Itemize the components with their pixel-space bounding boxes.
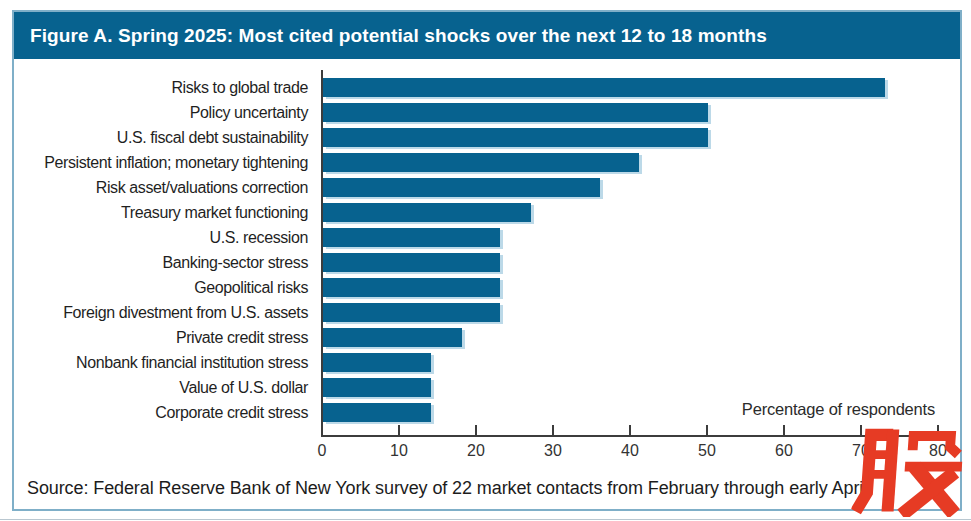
x-tick-mark	[398, 425, 400, 435]
x-tick-label: 50	[698, 442, 716, 460]
x-axis-title: Percentage of respondents	[742, 400, 935, 419]
x-tick-mark	[321, 425, 323, 435]
bar-track	[323, 200, 960, 225]
category-label: Foreign divestment from U.S. assets	[14, 300, 323, 325]
bar-rows: Risks to global tradePolicy uncertaintyU…	[14, 75, 960, 425]
figure-title: Figure A. Spring 2025: Most cited potent…	[30, 25, 767, 47]
x-tick-label: 20	[467, 442, 485, 460]
x-tick-label: 0	[318, 442, 327, 460]
x-tick-mark	[783, 425, 785, 435]
x-tick-mark	[475, 425, 477, 435]
x-tick-label: 10	[390, 442, 408, 460]
bar-track	[323, 125, 960, 150]
bar	[323, 378, 431, 397]
bar	[323, 103, 708, 122]
bar-track	[323, 375, 960, 400]
bar-track	[323, 325, 960, 350]
bar	[323, 328, 462, 347]
bar	[323, 403, 431, 422]
category-label: Nonbank financial institution stress	[14, 350, 323, 375]
bar	[323, 78, 885, 97]
bar	[323, 228, 500, 247]
category-label: Value of U.S. dollar	[14, 375, 323, 400]
x-axis-line	[321, 435, 940, 437]
category-label: Private credit stress	[14, 325, 323, 350]
figure-panel: Figure A. Spring 2025: Most cited potent…	[12, 10, 962, 511]
bar-row: Geopolitical risks	[14, 275, 960, 300]
bar	[323, 153, 639, 172]
bar-row: Treasury market functioning	[14, 200, 960, 225]
category-label: U.S. recession	[14, 225, 323, 250]
bar-row: Value of U.S. dollar	[14, 375, 960, 400]
bar	[323, 128, 708, 147]
bar-track	[323, 225, 960, 250]
x-tick-mark	[629, 425, 631, 435]
bar-track	[323, 275, 960, 300]
stock-character-watermark-icon	[851, 425, 967, 517]
bar-chart: Risks to global tradePolicy uncertaintyU…	[14, 59, 960, 509]
bar-track	[323, 150, 960, 175]
x-tick-label: 30	[544, 442, 562, 460]
bar-row: Banking-sector stress	[14, 250, 960, 275]
page-divider	[0, 519, 971, 520]
category-label: Persistent inflation; monetary tightenin…	[14, 150, 323, 175]
x-tick-mark	[706, 425, 708, 435]
category-label: U.S. fiscal debt sustainability	[14, 125, 323, 150]
category-label: Risk asset/valuations correction	[14, 175, 323, 200]
bar-row: Private credit stress	[14, 325, 960, 350]
bar-row: Persistent inflation; monetary tightenin…	[14, 150, 960, 175]
category-label: Banking-sector stress	[14, 250, 323, 275]
source-note: Source: Federal Reserve Bank of New York…	[27, 478, 872, 499]
bar-track	[323, 250, 960, 275]
bar-row: Foreign divestment from U.S. assets	[14, 300, 960, 325]
category-label: Policy uncertainty	[14, 100, 323, 125]
bar-track	[323, 100, 960, 125]
bar-track	[323, 75, 960, 100]
bar-row: Nonbank financial institution stress	[14, 350, 960, 375]
bar	[323, 303, 500, 322]
bar-track	[323, 350, 960, 375]
figure-title-bar: Figure A. Spring 2025: Most cited potent…	[14, 12, 960, 59]
category-label: Risks to global trade	[14, 75, 323, 100]
y-axis-line	[321, 70, 323, 435]
bar	[323, 353, 431, 372]
x-tick-mark	[552, 425, 554, 435]
category-label: Geopolitical risks	[14, 275, 323, 300]
bar-track	[323, 300, 960, 325]
bar-row: U.S. recession	[14, 225, 960, 250]
bar-row: Risks to global trade	[14, 75, 960, 100]
bar-row: Policy uncertainty	[14, 100, 960, 125]
x-tick-label: 40	[621, 442, 639, 460]
bar	[323, 203, 531, 222]
bar-row: Risk asset/valuations correction	[14, 175, 960, 200]
bar-track	[323, 175, 960, 200]
category-label: Corporate credit stress	[14, 400, 323, 425]
bar-row: U.S. fiscal debt sustainability	[14, 125, 960, 150]
bar	[323, 253, 500, 272]
category-label: Treasury market functioning	[14, 200, 323, 225]
bar	[323, 278, 500, 297]
x-tick-label: 60	[775, 442, 793, 460]
bar	[323, 178, 600, 197]
